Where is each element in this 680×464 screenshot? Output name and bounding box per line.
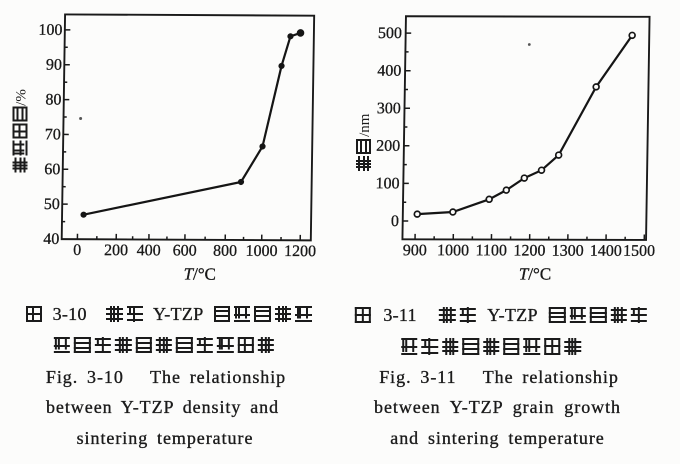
svg-text:200: 200 bbox=[376, 138, 400, 155]
svg-text:800: 800 bbox=[213, 243, 237, 260]
svg-text:0: 0 bbox=[391, 213, 399, 230]
svg-text:1500: 1500 bbox=[623, 243, 655, 260]
svg-text:40: 40 bbox=[43, 231, 59, 248]
svg-text:900: 900 bbox=[403, 242, 427, 259]
svg-text:80: 80 bbox=[45, 91, 61, 108]
svg-text:100: 100 bbox=[38, 22, 62, 39]
svg-text:50: 50 bbox=[44, 196, 60, 213]
svg-text:90: 90 bbox=[46, 57, 62, 74]
svg-text:200: 200 bbox=[104, 242, 128, 259]
svg-text:400: 400 bbox=[377, 63, 401, 80]
svg-text:300: 300 bbox=[377, 100, 401, 117]
svg-text:1200: 1200 bbox=[513, 242, 545, 259]
svg-text:70: 70 bbox=[45, 126, 61, 143]
svg-text:0: 0 bbox=[73, 242, 81, 259]
svg-text:1000: 1000 bbox=[437, 242, 469, 259]
svg-text:400: 400 bbox=[137, 242, 161, 259]
svg-text:1300: 1300 bbox=[552, 243, 584, 260]
svg-text:T/°C: T/°C bbox=[519, 264, 552, 283]
svg-text:100: 100 bbox=[375, 175, 399, 192]
svg-text:60: 60 bbox=[44, 161, 60, 178]
svg-text:1200: 1200 bbox=[284, 243, 316, 260]
svg-text:T/°C: T/°C bbox=[183, 264, 216, 283]
svg-text:1000: 1000 bbox=[245, 243, 277, 260]
svg-text:500: 500 bbox=[378, 25, 402, 42]
svg-text:600: 600 bbox=[173, 242, 197, 259]
svg-text:1400: 1400 bbox=[590, 243, 622, 260]
svg-text:1100: 1100 bbox=[475, 242, 507, 259]
